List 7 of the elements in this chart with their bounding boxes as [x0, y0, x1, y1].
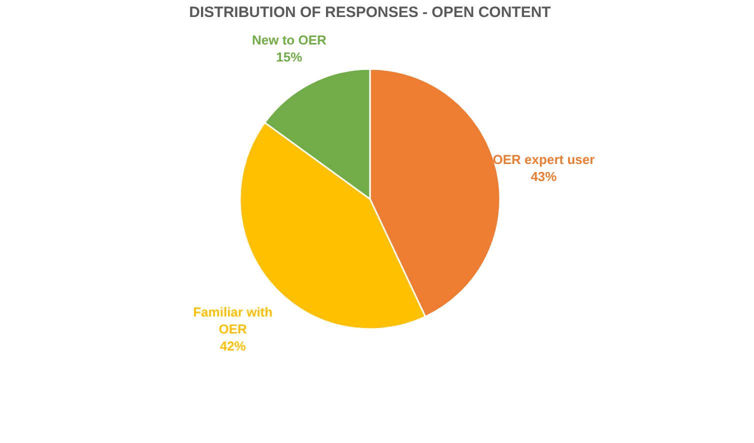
slice-label: Familiar with OER — [193, 304, 273, 336]
slice-label: OER expert user — [492, 152, 595, 168]
data-label: 15% — [276, 49, 303, 64]
data-label: 43% — [530, 169, 558, 184]
slice-label: New to OER — [252, 32, 327, 48]
data-label: 42% — [220, 338, 246, 354]
chart-title: DISTRIBUTION OF RESPONSES - OPEN CONTENT — [189, 4, 551, 21]
